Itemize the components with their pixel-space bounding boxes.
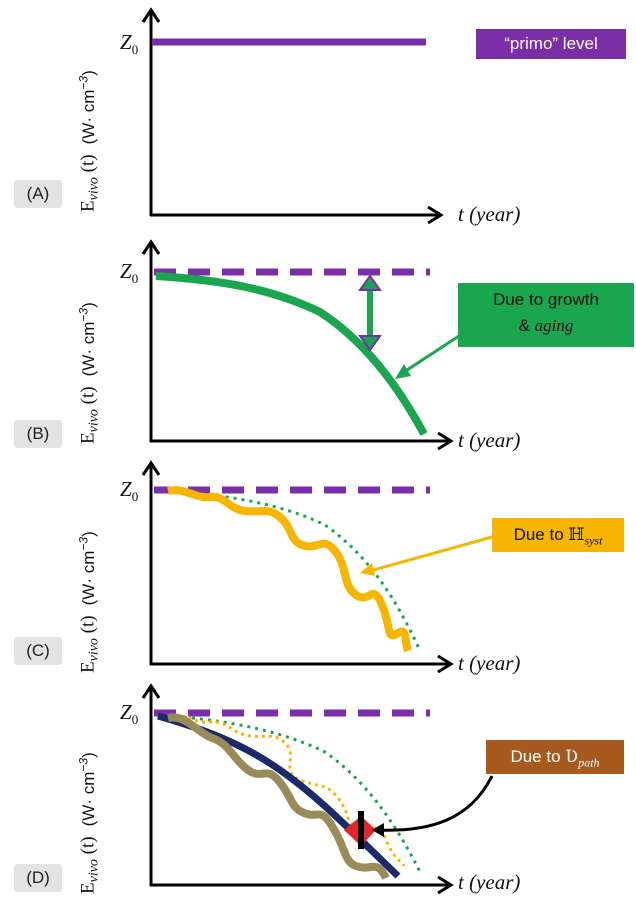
systemic-reference-dotted	[167, 713, 406, 867]
panel-a: Z0 Evivo (t)(W· cm−3) t (year) (A) “prim…	[0, 0, 636, 230]
systemic-curve	[167, 486, 412, 653]
systemic-callout: Due to ℍsyst	[492, 518, 624, 552]
x-axis-label: t (year)	[458, 870, 521, 894]
pathology-callout: Due to Ʋpath	[486, 740, 624, 774]
y-axis-arrowhead	[141, 460, 161, 476]
pathology-symbol: Ʋ	[565, 747, 579, 767]
systemic-symbol: ℍ	[568, 525, 585, 545]
panel-b-plot	[141, 239, 463, 451]
y-axis-arrowhead	[141, 239, 161, 255]
gap-arrow-head-top	[358, 274, 382, 291]
callout-pointer-head	[395, 364, 411, 379]
panel-label-b: (B)	[14, 420, 62, 448]
x-axis-arrowhead	[437, 875, 454, 895]
callout-pointer	[377, 775, 494, 832]
panel-d: Z0 Evivo (t)(W· cm−3) t (year) (D) Due t…	[0, 680, 636, 898]
y-axis-label: Evivo (t)(W· cm−3)	[76, 302, 102, 444]
panel-c-plot	[141, 460, 493, 674]
callout-line-2: & aging	[518, 316, 574, 335]
x-axis-label: t (year)	[458, 428, 521, 452]
y-axis-label: Evivo (t)(W· cm−3)	[76, 531, 102, 673]
growth-aging-curve	[155, 272, 428, 436]
z0-label: Z0	[120, 30, 139, 58]
callout-line-1: Due to growth	[493, 290, 599, 309]
growth-aging-reference-dotted	[169, 489, 422, 652]
y-axis-arrowhead	[141, 7, 161, 23]
growth-aging-reference-dotted	[167, 714, 422, 873]
panel-label-c: (C)	[14, 637, 62, 665]
y-axis-arrowhead	[141, 683, 161, 699]
callout-pointer-head	[360, 563, 375, 576]
z0-label: Z0	[120, 477, 139, 505]
reference-curve	[157, 712, 401, 879]
panel-label-d: (D)	[14, 864, 62, 892]
x-axis-label: t (year)	[458, 202, 521, 226]
gap-arrow-head-bottom	[358, 335, 382, 352]
z0-label: Z0	[120, 259, 139, 287]
z0-label: Z0	[120, 700, 139, 728]
panel-label-a: (A)	[14, 180, 62, 208]
callout-pointer	[369, 535, 493, 573]
pathology-curve	[167, 713, 390, 880]
x-axis-arrowhead	[437, 431, 454, 451]
y-axis-label: Evivo (t)(W· cm−3)	[76, 70, 102, 212]
panel-a-plot	[141, 7, 444, 225]
panel-c: Z0 Evivo (t)(W· cm−3) t (year) (C) Due t…	[0, 455, 636, 680]
x-axis-arrowhead	[427, 205, 444, 225]
primo-level-callout: “primo” level	[476, 29, 626, 59]
x-axis-label: t (year)	[458, 651, 521, 675]
panel-d-plot	[141, 683, 494, 895]
panel-b: Z0 Evivo (t)(W· cm−3) t (year) (B) Due t…	[0, 230, 636, 455]
y-axis-label: Evivo (t)(W· cm−3)	[76, 752, 102, 894]
callout-pointer-head	[372, 823, 384, 837]
callout-pointer	[403, 332, 463, 374]
x-axis-arrowhead	[437, 654, 454, 674]
growth-aging-callout: Due to growth & aging	[458, 283, 634, 347]
